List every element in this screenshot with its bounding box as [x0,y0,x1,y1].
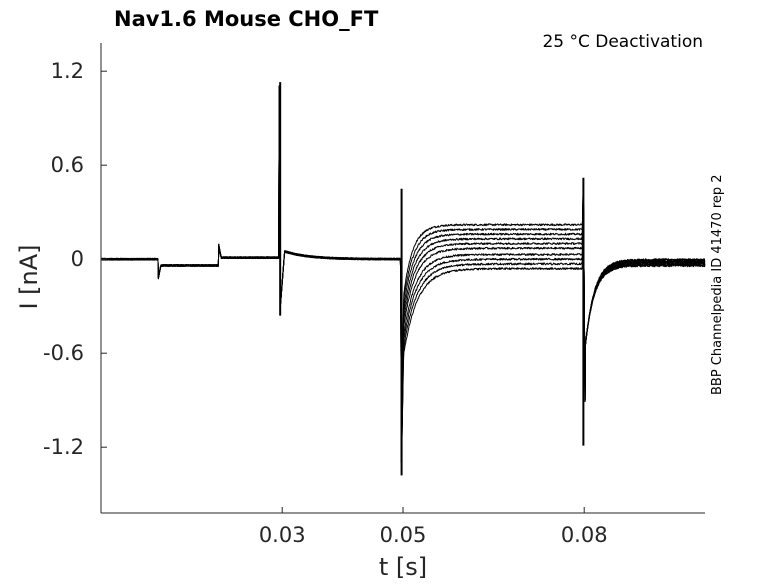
y-axis-label: I [nA] [15,244,43,309]
chart-title: Nav1.6 Mouse CHO_FT [114,7,379,31]
current-trace-10 [100,85,706,463]
x-axis-label: t [s] [379,553,427,581]
trace-group [100,82,706,476]
condition-label: 25 °C Deactivation [542,32,703,52]
axes-group: 1.2 0.6 0 -0.6 -1.2 0.03 0.05 0.08 [43,43,705,547]
y-tick-label: 1.2 [51,59,84,83]
y-tick-label: -0.6 [43,341,84,365]
x-tick-label: 0.03 [259,523,306,547]
x-tick-label: 0.08 [561,523,608,547]
y-tick-label: -1.2 [43,435,84,459]
y-tick-label: 0 [71,247,84,271]
x-tick-label: 0.05 [380,523,427,547]
y-tick-label: 0.6 [51,153,84,177]
channelpedia-id-label: BBP Channelpedia ID 41470 rep 2 [710,174,725,395]
